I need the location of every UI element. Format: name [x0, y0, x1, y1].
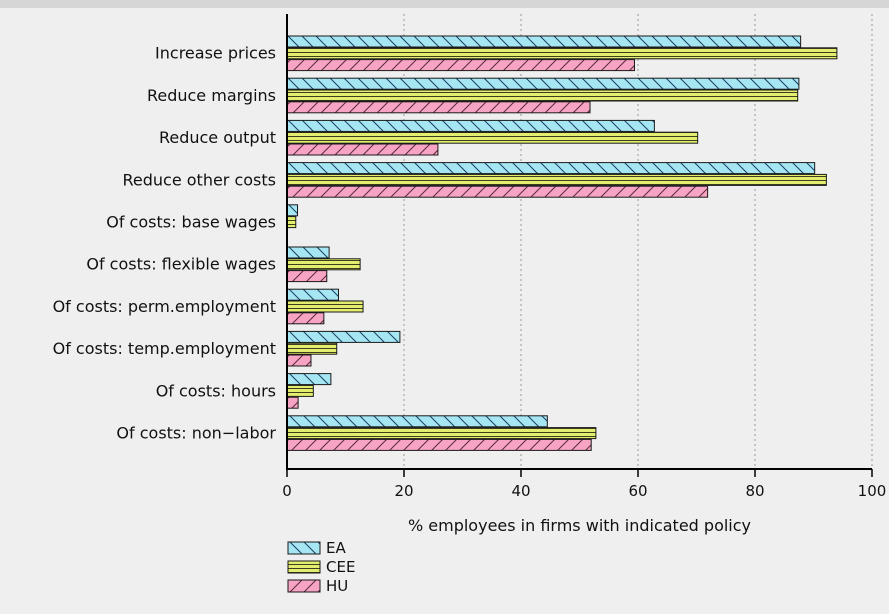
bar-hu-of-costs-perm-employment: [286, 312, 325, 325]
x-tick-label-60: 60: [628, 482, 647, 500]
bar-hu-reduce-output: [286, 143, 439, 156]
bar-cee-of-costs-non-labor: [286, 427, 597, 440]
legend-label-ea: EA: [326, 539, 346, 557]
bar-ea-reduce-margins: [286, 77, 800, 90]
x-tick-label-100: 100: [858, 482, 887, 500]
bar-cee-reduce-other-costs: [286, 173, 827, 186]
bar-ea-of-costs-flexible-wages: [286, 246, 330, 259]
bar-hu-reduce-margins: [286, 101, 591, 114]
legend-swatch-ea: [287, 541, 321, 555]
bar-hu-reduce-other-costs: [286, 185, 709, 198]
bar-hu-of-costs-hours: [286, 396, 299, 409]
bar-cee-of-costs-base-wages: [286, 216, 297, 229]
bar-hu-of-costs-temp-employment: [286, 354, 312, 367]
category-label-of-costs-perm-employment: Of costs: perm.employment: [53, 297, 276, 316]
bar-cee-reduce-margins: [286, 89, 799, 102]
category-label-increase-prices: Increase prices: [155, 44, 276, 63]
category-label-of-costs-temp-employment: Of costs: temp.employment: [53, 339, 276, 358]
bar-cee-reduce-output: [286, 131, 699, 144]
x-tick-label-40: 40: [511, 482, 530, 500]
bar-cee-of-costs-hours: [286, 384, 314, 397]
bar-ea-of-costs-perm-employment: [286, 288, 339, 301]
bar-ea-reduce-output: [286, 119, 655, 132]
bar-ea-of-costs-hours: [286, 373, 332, 386]
bar-ea-increase-prices: [286, 35, 802, 48]
category-label-reduce-other-costs: Reduce other costs: [122, 170, 276, 189]
x-tick-label-20: 20: [394, 482, 413, 500]
x-tick-label-0: 0: [282, 482, 292, 500]
category-label-of-costs-hours: Of costs: hours: [156, 381, 276, 400]
legend-swatch-hu: [287, 579, 321, 593]
bar-cee-increase-prices: [286, 47, 838, 60]
legend-swatch-cee: [287, 560, 321, 574]
bar-cee-of-costs-temp-employment: [286, 342, 338, 355]
category-label-reduce-margins: Reduce margins: [147, 86, 276, 105]
legend-label-hu: HU: [326, 577, 348, 595]
bar-hu-of-costs-flexible-wages: [286, 270, 328, 283]
top-border: [0, 0, 889, 8]
x-tick-label-80: 80: [745, 482, 764, 500]
category-label-of-costs-non-labor: Of costs: non−labor: [116, 424, 276, 443]
bar-hu-of-costs-non-labor: [286, 438, 592, 451]
x-axis-title: % employees in firms with indicated poli…: [408, 516, 751, 535]
bar-ea-of-costs-temp-employment: [286, 330, 401, 343]
bar-cee-of-costs-flexible-wages: [286, 258, 361, 271]
bar-cee-of-costs-perm-employment: [286, 300, 364, 313]
bar-hu-increase-prices: [286, 59, 635, 72]
bar-ea-reduce-other-costs: [286, 162, 816, 175]
bar-ea-of-costs-base-wages: [286, 204, 299, 217]
category-label-of-costs-flexible-wages: Of costs: flexible wages: [86, 255, 276, 274]
bar-ea-of-costs-non-labor: [286, 415, 548, 428]
category-label-of-costs-base-wages: Of costs: base wages: [106, 213, 276, 232]
category-label-reduce-output: Reduce output: [159, 128, 276, 147]
legend-label-cee: CEE: [326, 558, 355, 576]
